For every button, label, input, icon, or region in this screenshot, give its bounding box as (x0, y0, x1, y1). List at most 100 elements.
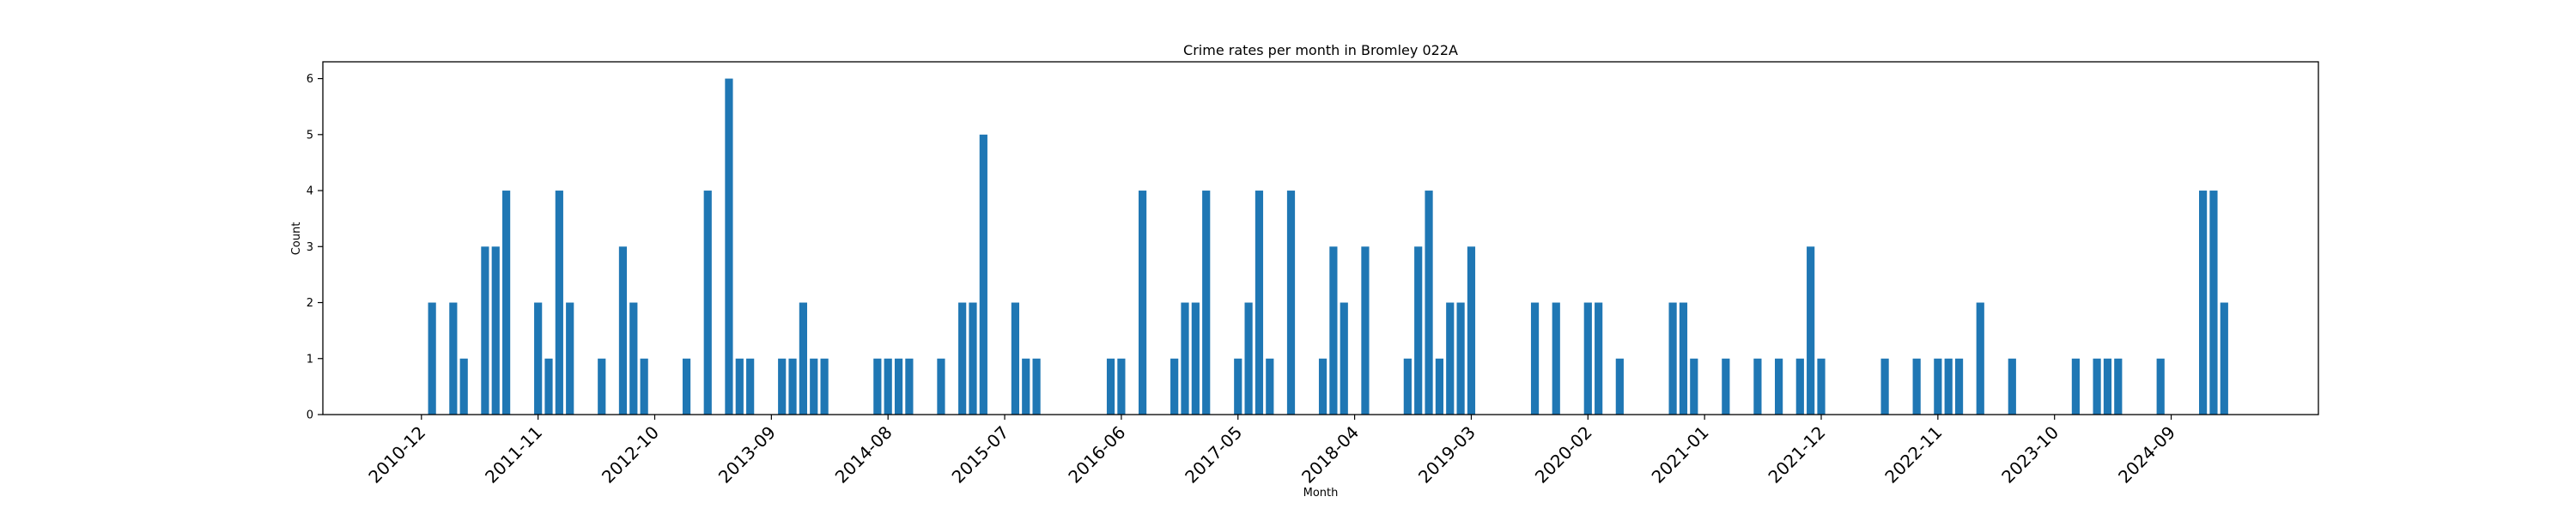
bar (810, 358, 818, 415)
bar (1446, 302, 1455, 415)
bar (428, 302, 436, 415)
x-tick-label: 2021-12 (1764, 422, 1829, 488)
bar (979, 134, 987, 415)
bar (1668, 302, 1677, 415)
bar (735, 358, 744, 415)
bar (1912, 358, 1921, 415)
bar (2156, 358, 2165, 415)
bar (1530, 302, 1540, 415)
bar (1191, 302, 1200, 415)
bar (937, 358, 945, 415)
bar (629, 302, 638, 415)
x-tick-label: 2011-11 (481, 422, 546, 488)
x-tick-label: 2023-10 (1997, 422, 2063, 488)
bar (544, 358, 553, 415)
y-tick-label: 6 (307, 73, 313, 86)
bar (449, 302, 458, 415)
bar (502, 191, 511, 415)
bar (2093, 358, 2101, 415)
bar (1032, 358, 1041, 415)
x-tick-label: 2022-11 (1880, 422, 1946, 488)
x-axis: 2010-12 2011-11 2012-10 2013-09 2014-08 2015-… (364, 415, 2179, 488)
y-axis-label: Count (290, 222, 303, 256)
bar (1286, 191, 1296, 415)
bar (1722, 358, 1730, 415)
x-tick-label: 2020-02 (1531, 422, 1596, 488)
bar (1266, 358, 1274, 415)
bar (958, 302, 967, 415)
bar (820, 358, 829, 415)
bar (1753, 358, 1762, 415)
bar (1170, 358, 1179, 415)
bar (1595, 302, 1603, 415)
bar (969, 302, 977, 415)
bar (1022, 358, 1030, 415)
bar (1318, 358, 1327, 415)
bar (2071, 358, 2080, 415)
bar (778, 358, 787, 415)
bar (1403, 358, 1412, 415)
bar (1467, 246, 1476, 415)
bar (1361, 246, 1370, 415)
bar (618, 246, 628, 415)
bar (1954, 358, 1964, 415)
y-tick-label: 5 (307, 129, 313, 142)
bar (1414, 246, 1423, 415)
bar (491, 246, 500, 415)
y-tick-label: 3 (307, 241, 313, 254)
bar (1775, 358, 1783, 415)
bar (1181, 302, 1189, 415)
bar (534, 302, 543, 415)
bar (1435, 358, 1443, 415)
bar (1202, 191, 1211, 415)
bar (1690, 358, 1698, 415)
bar (746, 358, 755, 415)
bar (884, 358, 892, 415)
bars-group (428, 78, 2228, 415)
bar (2103, 358, 2112, 415)
bar (1425, 191, 1433, 415)
bar (682, 358, 691, 415)
bar (1011, 302, 1019, 415)
bar (1795, 358, 1804, 415)
bar (788, 358, 797, 415)
bar (873, 358, 882, 415)
bar (1244, 302, 1253, 415)
bar (1807, 246, 1815, 415)
bar (2220, 302, 2228, 415)
y-tick-label: 4 (307, 185, 313, 198)
bar (1329, 246, 1338, 415)
bar (1106, 358, 1115, 415)
bar (459, 358, 468, 415)
chart-title: Crime rates per month in Bromley 022A (1183, 42, 1458, 58)
bar (894, 358, 903, 415)
bar (2114, 358, 2123, 415)
bar (1583, 302, 1592, 415)
x-tick-label: 2012-10 (598, 422, 663, 488)
bar (2008, 358, 2016, 415)
x-axis-label: Month (1303, 487, 1339, 500)
y-axis: 0 1 2 3 4 5 6 (307, 73, 323, 422)
bar (1679, 302, 1688, 415)
bar (1117, 358, 1126, 415)
x-tick-label: 2021-01 (1648, 422, 1713, 488)
bar (703, 191, 712, 415)
bar (481, 246, 489, 415)
bar (2209, 191, 2218, 415)
y-tick-label: 0 (307, 409, 313, 422)
bar (1552, 302, 1560, 415)
x-tick-label: 2024-09 (2114, 422, 2179, 488)
bar (905, 358, 914, 415)
x-tick-label: 2017-05 (1181, 422, 1246, 488)
bar (1234, 358, 1242, 415)
bar (1817, 358, 1826, 415)
x-tick-label: 2018-04 (1297, 422, 1363, 488)
x-tick-label: 2010-12 (364, 422, 429, 488)
bar (1255, 191, 1264, 415)
bar (1456, 302, 1465, 415)
bar (1615, 358, 1624, 415)
bar (725, 78, 733, 415)
y-tick-label: 1 (307, 353, 313, 366)
x-tick-label: 2016-06 (1064, 422, 1129, 488)
